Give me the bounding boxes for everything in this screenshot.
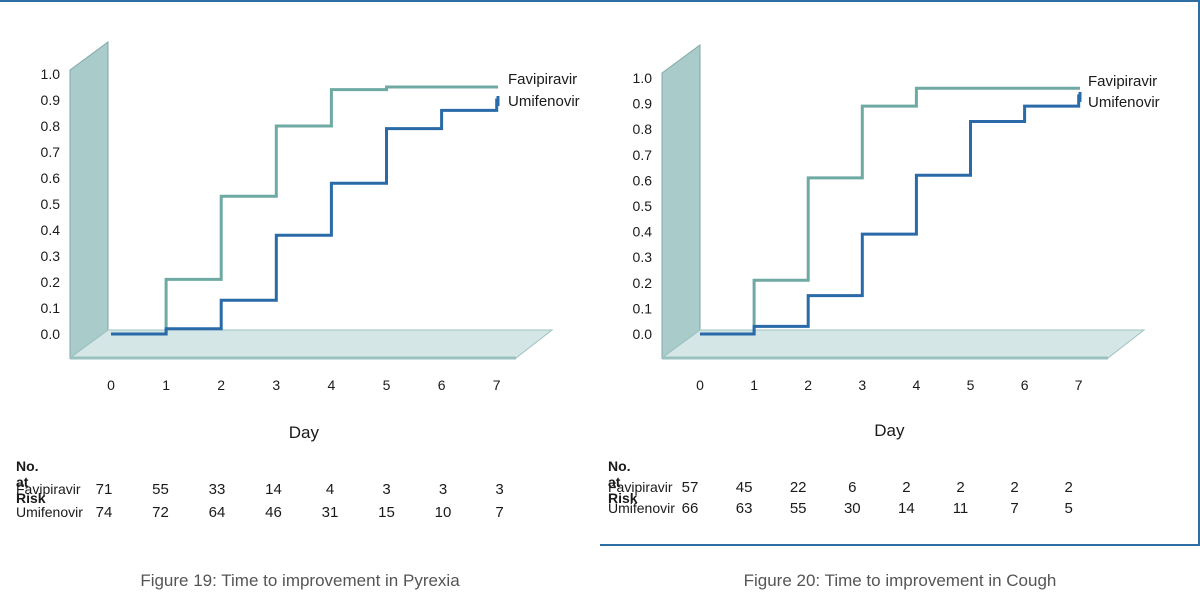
x-tick-label: 1 [162, 377, 170, 393]
risk-cell: 33 [208, 481, 226, 498]
risk-cell: 7 [1010, 500, 1019, 517]
y-tick-label: 0.1 [633, 300, 653, 316]
y-tick-label: 0.2 [633, 275, 653, 291]
panel-border [0, 0, 600, 2]
risk-cell: 30 [843, 500, 861, 517]
km-chart-pyrexia: 0.0 0.1 0.2 0.3 0.4 0.5 0.6 0.7 0.8 0.9 1.0 0 1 2 3 4 5 6… [41, 41, 580, 442]
x-tick-label: 0 [696, 377, 704, 393]
risk-cell: 7 [495, 504, 504, 521]
risk-cell: 2 [956, 479, 965, 496]
x-tick-label: 0 [107, 377, 115, 393]
series-line-umifenovir [111, 98, 499, 336]
y-tick-label: 0.8 [41, 118, 61, 134]
x-tick-label: 1 [750, 377, 758, 393]
risk-cell: 31 [321, 504, 339, 521]
y-tick-label: 0.4 [41, 222, 61, 238]
x-tick-label: 4 [913, 377, 921, 393]
y-tick-label: 0.0 [41, 326, 61, 342]
risk-row-label: Favipiravir [16, 481, 81, 497]
y-tick-label: 0.9 [41, 92, 61, 108]
risk-cell: 74 [95, 504, 113, 521]
y-tick-label: 0.6 [633, 172, 653, 188]
x-tick-label: 6 [438, 377, 446, 393]
series-line-favipiravir [111, 85, 498, 336]
km-chart-cough: 0.0 0.1 0.2 0.3 0.4 0.5 0.6 0.7 0.8 0.9 1.0 0 1 2 3 4 5 6… [633, 44, 1160, 440]
y-tick-label: 1.0 [41, 66, 61, 82]
series-line-umifenovir [700, 94, 1081, 336]
risk-cell: 14 [898, 500, 915, 517]
x-tick-label: 5 [967, 377, 975, 393]
risk-cell: 22 [789, 479, 807, 496]
y-tick-label: 0.5 [633, 198, 653, 214]
risk-row-label: Umifenovir [16, 504, 83, 520]
figure-caption: Figure 20: Time to improvement in Cough [743, 571, 1057, 590]
y-tick-label: 0.3 [41, 248, 61, 264]
risk-table-title: No. at Risk [16, 458, 46, 506]
legend-label-favipiravir: Favipiravir [508, 71, 577, 88]
legend-label-umifenovir: Umifenovir [508, 93, 580, 110]
risk-cell: 11 [952, 500, 969, 517]
risk-row-label: Favipiravir [608, 479, 673, 495]
risk-cell: 46 [265, 504, 282, 521]
chart-back-wall [69, 41, 109, 359]
risk-cell: 15 [378, 504, 395, 521]
y-tick-label: 0.6 [41, 170, 61, 186]
x-tick-label: 7 [1075, 377, 1083, 393]
risk-cell: 2 [1064, 479, 1073, 496]
x-tick-label: 3 [272, 377, 280, 393]
x-tick-label: 2 [217, 377, 225, 393]
y-tick-label: 0.7 [633, 147, 653, 163]
chart-panel-pyrexia: 0.0 0.1 0.2 0.3 0.4 0.5 0.6 0.7 0.8 0.9 1.0 0 1 2 3 4 5 6… [0, 0, 600, 590]
panel-border [600, 0, 1200, 546]
risk-row-label: Umifenovir [608, 500, 675, 516]
risk-cell: 63 [735, 500, 753, 517]
y-tick-label: 0.9 [633, 96, 653, 112]
risk-cell: 10 [434, 504, 452, 521]
risk-cell: 66 [681, 500, 699, 517]
chart-panel-cough: 0.0 0.1 0.2 0.3 0.4 0.5 0.6 0.7 0.8 0.9 1.0 0 1 2 3 4 5 6… [600, 0, 1200, 592]
y-tick-label: 0.1 [41, 300, 61, 316]
legend-label-umifenovir: Umifenovir [1088, 94, 1160, 111]
y-tick-label: 0.8 [633, 121, 653, 137]
y-tick-label: 0.5 [41, 196, 61, 212]
series-line-favipiravir [700, 86, 1080, 336]
risk-cell: 6 [848, 479, 857, 496]
risk-cell: 55 [789, 500, 807, 517]
legend-label-favipiravir: Favipiravir [1088, 73, 1157, 90]
y-tick-label: 0.0 [633, 326, 653, 342]
risk-cell: 57 [681, 479, 699, 496]
y-tick-label: 0.7 [41, 144, 61, 160]
x-tick-label: 6 [1021, 377, 1029, 393]
y-tick-label: 0.4 [633, 224, 653, 240]
x-tick-label: 4 [328, 377, 336, 393]
risk-cell: 2 [1010, 479, 1019, 496]
risk-cell: 2 [902, 479, 911, 496]
x-tick-label: 3 [858, 377, 866, 393]
risk-cell: 14 [265, 481, 282, 498]
risk-cell: 45 [735, 479, 753, 496]
chart-back-wall [661, 44, 701, 359]
x-tick-label: 5 [383, 377, 391, 393]
x-tick-label: 2 [804, 377, 812, 393]
risk-cell: 3 [495, 481, 504, 498]
y-tick-label: 1.0 [633, 70, 653, 86]
risk-cell: 55 [152, 481, 169, 498]
x-axis-title: Day [289, 423, 320, 442]
risk-cell: 64 [208, 504, 226, 521]
figure-caption: Figure 19: Time to improvement in Pyrexi… [140, 571, 460, 590]
y-tick-label: 0.2 [41, 274, 61, 290]
risk-cell: 71 [95, 481, 113, 498]
risk-cell: 4 [325, 481, 335, 498]
x-axis-title: Day [874, 421, 905, 440]
risk-cell: 3 [382, 481, 391, 498]
risk-cell: 5 [1064, 500, 1073, 517]
y-tick-label: 0.3 [633, 249, 653, 265]
risk-cell: 72 [152, 504, 169, 521]
risk-cell: 3 [438, 481, 448, 498]
risk-table-title: No. at Risk [608, 458, 638, 506]
x-tick-label: 7 [493, 377, 501, 393]
